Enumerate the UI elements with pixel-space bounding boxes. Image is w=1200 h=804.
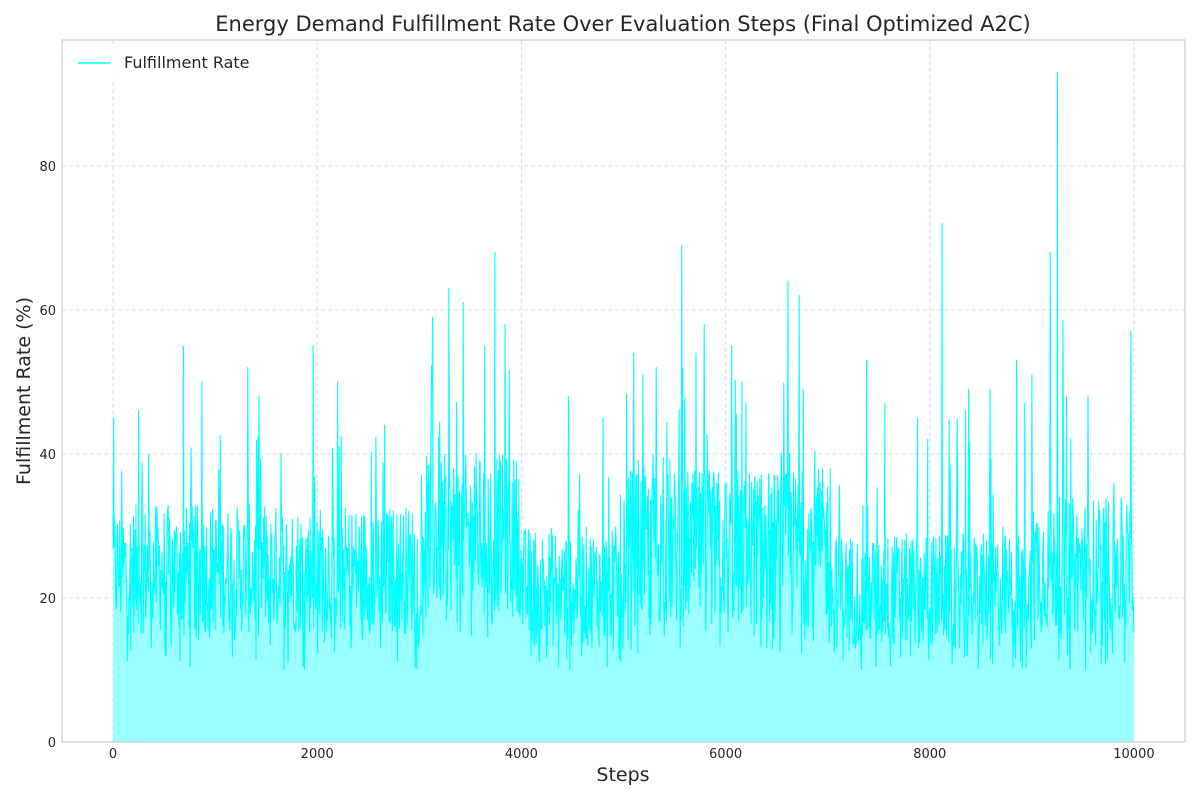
x-tick-label: 10000 xyxy=(1113,747,1154,762)
tick-labels: 0 2000 4000 6000 8000 10000 0 20 40 60 80 xyxy=(39,160,1154,762)
x-tick-label: 8000 xyxy=(913,747,946,762)
y-axis-label: Fulfillment Rate (%) xyxy=(13,297,35,485)
x-tick-label: 2000 xyxy=(301,747,334,762)
y-tick-label: 20 xyxy=(39,592,56,607)
legend-label-fulfillment-rate: Fulfillment Rate xyxy=(124,53,250,72)
legend: Fulfillment Rate xyxy=(70,47,266,79)
data-layer xyxy=(112,71,1135,742)
y-tick-label: 80 xyxy=(39,160,56,175)
x-tick-label: 4000 xyxy=(505,747,538,762)
x-axis-label: Steps xyxy=(596,764,649,786)
plot-frame xyxy=(61,39,1186,743)
y-tick-label: 40 xyxy=(39,448,56,463)
y-tick-label: 0 xyxy=(48,736,56,751)
x-tick-label: 6000 xyxy=(709,747,742,762)
chart-title: Energy Demand Fulfillment Rate Over Eval… xyxy=(215,12,1030,36)
fulfillment-rate-line xyxy=(112,71,1135,671)
y-tick-label: 60 xyxy=(39,304,56,319)
x-tick-label: 0 xyxy=(109,747,117,762)
